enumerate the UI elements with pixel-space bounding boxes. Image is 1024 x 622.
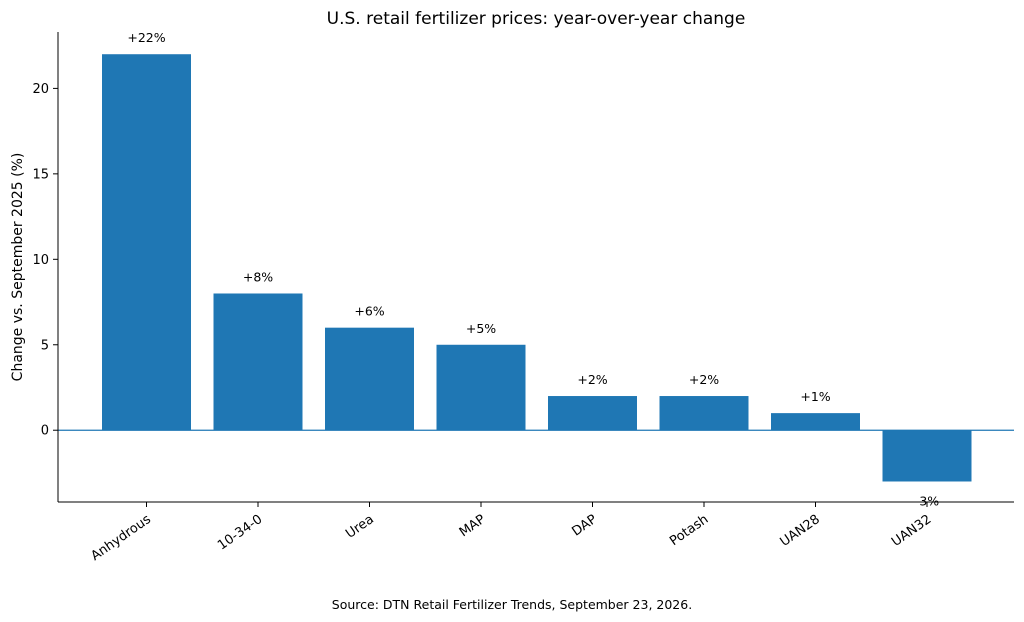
bar-7 [882,430,972,482]
y-tick-label-3: 15 [32,167,49,182]
chart-title: U.S. retail fertilizer prices: year-over… [327,9,746,29]
source-note: Source: DTN Retail Fertilizer Trends, Se… [332,597,692,612]
y-axis-label: Change vs. September 2025 (%) [10,153,26,382]
bar-2 [325,327,414,431]
x-tick-label-6: UAN28 [778,512,823,550]
data-label-1: +8% [243,269,273,284]
x-tick-label-2: Urea [343,512,377,542]
bar-1 [213,293,303,431]
y-tick-label-1: 5 [41,338,49,353]
data-label-2: +6% [354,304,384,319]
data-label-3: +5% [466,321,496,336]
x-tick-label-7: UAN32 [889,512,934,550]
bar-3 [436,344,526,431]
bar-0 [102,54,191,431]
data-label-4: +2% [577,372,607,387]
bar-6 [771,413,860,431]
data-label-5: +2% [689,372,719,387]
data-label-6: +1% [800,389,830,404]
x-tick-label-4: DAP [569,512,599,540]
x-tick-label-5: Potash [667,512,711,549]
y-tick-label-4: 20 [32,82,49,97]
y-tick-label-2: 10 [32,253,49,268]
x-tick-label-0: Anhydrous [88,512,154,564]
x-tick-label-1: 10-34-0 [215,512,265,553]
bar-4 [548,396,637,431]
data-label-7: -3% [915,493,939,508]
y-tick-label-0: 0 [41,424,49,439]
bar-5 [659,396,749,431]
plot-area: 0 5 10 15 20 Anhydrous 10-34-0 Urea MAP DAP Potash… [32,30,1014,564]
data-label-0: +22% [127,30,165,45]
x-tick-label-3: MAP [457,512,489,540]
